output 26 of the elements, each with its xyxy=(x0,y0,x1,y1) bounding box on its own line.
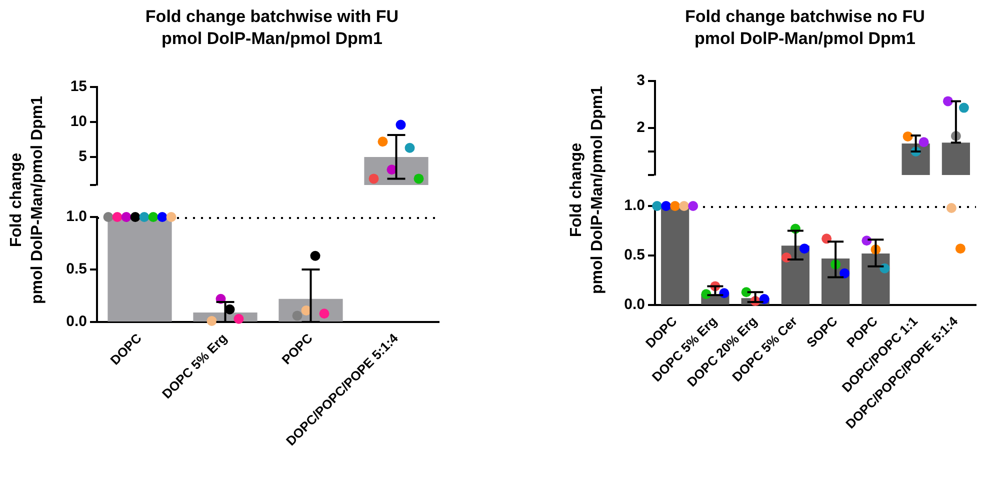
point xyxy=(386,164,397,175)
chart-subtitle: pmol DolP-Man/pmol Dpm1 xyxy=(694,28,916,50)
y-tick-label: 2 xyxy=(636,119,645,136)
y-tick-label: 0.5 xyxy=(66,260,87,278)
y-tick-label: 0.0 xyxy=(66,313,87,330)
y-tick-label: 15 xyxy=(70,78,87,96)
y-tick-label: 5 xyxy=(78,148,87,166)
bar xyxy=(661,206,690,304)
y-tick-label: 0.5 xyxy=(624,246,645,264)
y-tick-label: 1.0 xyxy=(66,208,87,226)
point xyxy=(396,120,406,130)
point xyxy=(368,174,379,184)
y-tick-label: 3 xyxy=(636,72,645,90)
point xyxy=(378,136,388,147)
y-tick-label: 0.0 xyxy=(624,296,645,314)
y-axis-title: Fold change pmol DolP-Man/pmol Dpm1 xyxy=(7,95,47,306)
chart-title: Fold change batchwise with FU xyxy=(144,6,400,28)
y-tick-label: 10 xyxy=(70,113,87,130)
bar xyxy=(862,254,890,304)
bar xyxy=(108,217,172,322)
chart-title: Fold change batchwise no FU xyxy=(684,6,926,28)
chart-subtitle: pmol DolP-Man/pmol Dpm1 xyxy=(160,28,384,50)
y-axis-title: Fold change pmol DolP-Man/pmol Dpm1 xyxy=(567,85,607,296)
point xyxy=(414,174,424,184)
point xyxy=(404,142,415,153)
y-tick-label: 1.0 xyxy=(624,197,645,214)
